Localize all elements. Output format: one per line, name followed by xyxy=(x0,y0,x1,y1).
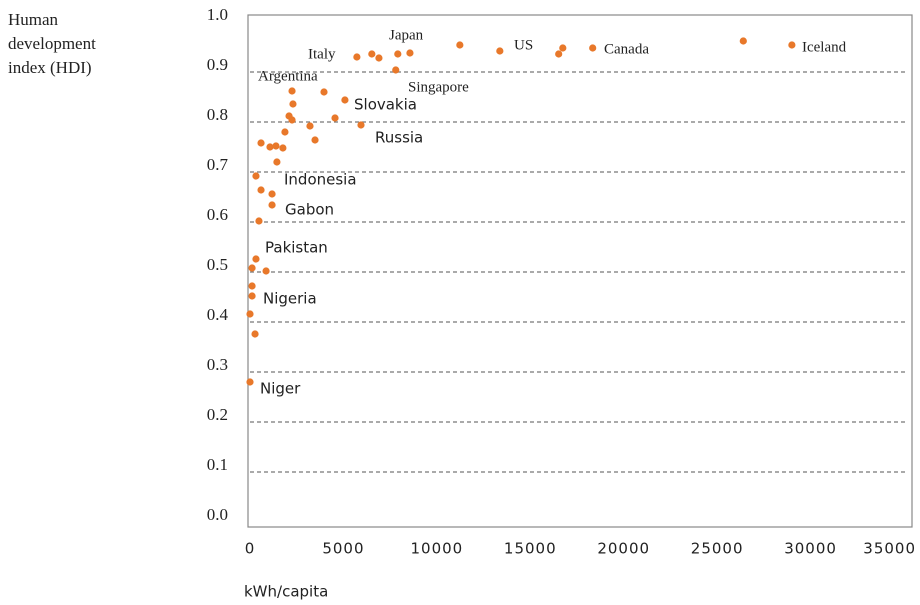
point xyxy=(788,41,796,49)
point xyxy=(268,190,276,198)
point xyxy=(252,172,260,180)
point xyxy=(246,378,254,386)
point xyxy=(248,282,256,290)
y-tick-label: 0.2 xyxy=(207,405,228,424)
annotation: Nigeria xyxy=(263,290,317,308)
point xyxy=(392,66,400,74)
annotation: Slovakia xyxy=(354,96,417,114)
point xyxy=(555,50,563,58)
annotation: Canada xyxy=(604,41,649,57)
annotation: Pakistan xyxy=(265,239,328,257)
y-tick-label: 0.5 xyxy=(207,255,228,274)
point xyxy=(739,37,747,45)
x-tick-label: 15000 xyxy=(504,540,557,558)
x-tick-label: 0 xyxy=(245,540,256,558)
annotation: Italy xyxy=(308,46,336,62)
annotation: Russia xyxy=(375,129,423,147)
point xyxy=(273,158,281,166)
point xyxy=(272,142,280,150)
point xyxy=(288,87,296,95)
point xyxy=(353,53,361,61)
point xyxy=(559,44,567,52)
point xyxy=(375,54,383,62)
y-tick-label: 0.9 xyxy=(207,55,228,74)
y-tick-label: 0.8 xyxy=(207,105,228,124)
annotation: Argentina xyxy=(258,68,318,84)
point xyxy=(251,330,259,338)
point xyxy=(406,49,414,57)
point xyxy=(589,44,597,52)
x-tick-label: 10000 xyxy=(410,540,463,558)
y-tick-label: 0.7 xyxy=(207,155,229,174)
y-tick-label: 1.0 xyxy=(207,5,228,24)
point xyxy=(248,292,256,300)
x-tick-label: 30000 xyxy=(784,540,837,558)
annotation: US xyxy=(514,37,533,53)
annotation: Gabon xyxy=(285,201,334,219)
point xyxy=(255,217,263,225)
point xyxy=(357,121,365,129)
plot-frame xyxy=(247,14,913,528)
point xyxy=(279,144,287,152)
annotation: Niger xyxy=(260,380,301,398)
point xyxy=(257,186,265,194)
point xyxy=(496,47,504,55)
point xyxy=(320,88,328,96)
y-tick-label: 0.6 xyxy=(207,205,228,224)
point xyxy=(248,264,256,272)
y-tick-label: 0.4 xyxy=(207,305,229,324)
x-tick-label: 35000 xyxy=(863,540,916,558)
x-tick-label: 5000 xyxy=(322,540,364,558)
y-tick-label: 0.3 xyxy=(207,355,228,374)
annotation: Indonesia xyxy=(284,171,357,189)
point xyxy=(306,122,314,130)
point xyxy=(289,100,297,108)
x-axis-title: kWh/capita xyxy=(244,583,328,601)
point xyxy=(257,139,265,147)
annotation: Singapore xyxy=(408,79,469,95)
point xyxy=(341,96,349,104)
x-tick-label: 25000 xyxy=(691,540,744,558)
point xyxy=(262,267,270,275)
x-tick-label: 20000 xyxy=(597,540,650,558)
point xyxy=(331,114,339,122)
point xyxy=(368,50,376,58)
point xyxy=(252,255,260,263)
y-axis-title: Human development index (HDI) xyxy=(8,10,96,77)
point xyxy=(268,201,276,209)
point xyxy=(311,136,319,144)
point xyxy=(246,310,254,318)
point xyxy=(266,143,274,151)
annotation: Japan xyxy=(389,27,424,43)
y-tick-label: 0.1 xyxy=(207,455,228,474)
point xyxy=(285,112,293,120)
point xyxy=(281,128,289,136)
point xyxy=(456,41,464,49)
annotation: Iceland xyxy=(802,39,847,55)
y-tick-label: 0.0 xyxy=(207,505,228,524)
point xyxy=(394,50,402,58)
